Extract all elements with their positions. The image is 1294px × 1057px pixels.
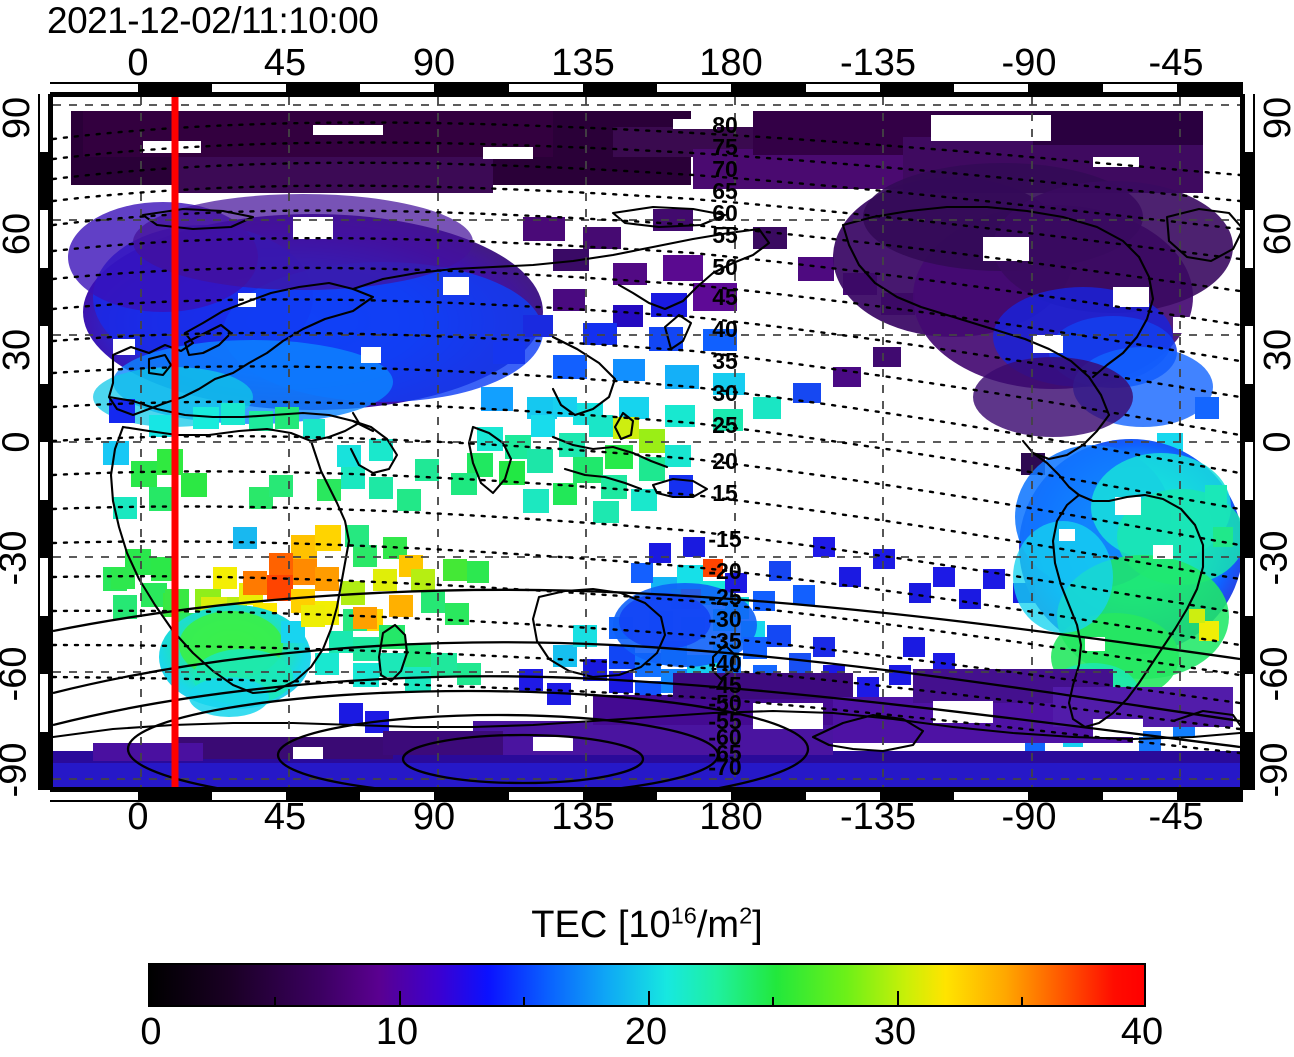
svg-text:30: 30 <box>712 380 738 406</box>
svg-text:-25: -25 <box>708 584 741 610</box>
svg-text:-40: -40 <box>708 650 741 676</box>
svg-text:40: 40 <box>712 316 738 342</box>
colorbar-title-tail: /m <box>696 904 740 946</box>
svg-text:-30: -30 <box>708 606 741 632</box>
svg-text:65: 65 <box>712 178 738 204</box>
y-tick-label-left-5: -60 <box>0 646 35 702</box>
svg-text:80: 80 <box>712 112 738 138</box>
y-tick-label-right-5: -60 <box>1253 646 1294 702</box>
y-tick-label-left-6: -90 <box>0 742 35 798</box>
colorbar-tick-0 <box>150 991 152 1005</box>
svg-text:35: 35 <box>712 348 738 374</box>
svg-text:-55: -55 <box>708 708 741 734</box>
x-tick-label-top-6: -90 <box>1001 42 1057 84</box>
x-tick-label-top-7: -45 <box>1148 42 1204 84</box>
polar-contours <box>53 588 1240 787</box>
svg-text:60: 60 <box>712 200 738 226</box>
svg-text:20: 20 <box>712 448 738 474</box>
y-tick-label-right-2: 30 <box>1257 328 1294 372</box>
colorbar-tick-10 <box>399 991 401 1005</box>
geographic-grid <box>53 97 1240 787</box>
svg-text:-50: -50 <box>708 690 741 716</box>
tec-patch-north-america <box>833 163 1233 487</box>
x-tick-label-bottom-1: 45 <box>263 796 307 838</box>
colorbar-title-text: TEC [10 <box>531 904 671 946</box>
colorbar-tick-25 <box>772 997 774 1005</box>
svg-text:50: 50 <box>712 254 738 280</box>
svg-text:55: 55 <box>712 222 738 248</box>
x-tick-label-bottom-5: -135 <box>839 796 917 838</box>
colorbar-tick-15 <box>523 997 525 1005</box>
colorbar-label-10: 10 <box>375 1011 419 1053</box>
colorbar-tick-40 <box>1144 991 1146 1005</box>
y-tick-label-left-0: 90 <box>0 96 39 140</box>
colorbar-label-0: 0 <box>140 1011 162 1053</box>
y-tick-label-left-1: 60 <box>0 212 39 256</box>
x-tick-label-bottom-0: 0 <box>127 796 149 838</box>
tec-patch-eurasia <box>68 194 543 439</box>
y-tick-label-left-2: 30 <box>0 328 39 372</box>
x-tick-label-bottom-7: -45 <box>1148 796 1204 838</box>
colorbar-tick-20 <box>648 991 650 1005</box>
colorbar-title-close: ] <box>752 904 763 946</box>
tec-patch-madagascar <box>281 605 481 691</box>
svg-text:-65: -65 <box>708 740 741 766</box>
y-tick-label-left-3: 0 <box>0 431 38 452</box>
colorbar-tick-35 <box>1021 997 1023 1005</box>
x-tick-label-top-4: 180 <box>699 42 763 84</box>
geomagnetic-contours <box>53 121 1240 755</box>
colorbar[interactable] <box>148 963 1146 1007</box>
x-tick-label-top-5: -135 <box>839 42 917 84</box>
svg-text:-35: -35 <box>708 628 741 654</box>
colorbar-label-30: 30 <box>873 1011 917 1053</box>
svg-text:25: 25 <box>712 412 738 438</box>
y-tick-label-right-6: -90 <box>1253 742 1294 798</box>
tec-patch-antarctica <box>53 669 1240 787</box>
y-tick-label-left-4: -30 <box>0 530 35 586</box>
tec-patch-asia <box>481 209 915 431</box>
svg-text:-20: -20 <box>708 558 741 584</box>
svg-text:-70: -70 <box>708 754 741 780</box>
colorbar-tick-30 <box>897 991 899 1005</box>
svg-text:70: 70 <box>712 156 738 182</box>
x-tick-label-bottom-6: -90 <box>1001 796 1057 838</box>
y-tick-label-right-0: 90 <box>1257 96 1294 140</box>
tec-map-plot[interactable]: 80 75 70 65 60 55 50 45 40 35 30 25 20 1… <box>50 94 1243 790</box>
x-tick-label-bottom-2: 90 <box>412 796 456 838</box>
page-title: 2021-12-02/11:10:00 <box>47 0 379 41</box>
y-tick-label-right-1: 60 <box>1257 212 1294 256</box>
svg-text:-15: -15 <box>708 526 741 552</box>
x-tick-label-top-0: 0 <box>127 42 149 84</box>
svg-text:75: 75 <box>712 134 738 160</box>
x-tick-label-top-1: 45 <box>263 42 307 84</box>
svg-text:45: 45 <box>712 284 738 310</box>
x-tick-label-top-2: 90 <box>412 42 456 84</box>
colorbar-title-tail-exponent: 2 <box>739 902 753 929</box>
svg-text:-60: -60 <box>708 724 741 750</box>
x-axis-bottom: 0 45 90 135 180 -135 -90 -45 <box>0 798 1294 840</box>
colorbar-label-40: 40 <box>1120 1011 1164 1053</box>
x-tick-label-bottom-4: 180 <box>699 796 763 838</box>
colorbar-title: TEC [1016/m2] <box>531 902 763 946</box>
svg-text:15: 15 <box>712 480 738 506</box>
map-svg: 80 75 70 65 60 55 50 45 40 35 30 25 20 1… <box>53 97 1240 787</box>
svg-text:-45: -45 <box>708 672 741 698</box>
x-axis-top: 0 45 90 135 180 -135 -90 -45 <box>0 44 1294 86</box>
geomagnetic-contour-labels: 80 75 70 65 60 55 50 45 40 35 30 25 20 1… <box>708 112 741 780</box>
tec-patch-india-sea <box>451 397 693 523</box>
y-tick-label-right-4: -30 <box>1253 530 1294 586</box>
colorbar-tick-5 <box>274 997 276 1005</box>
colorbar-title-exponent: 16 <box>670 902 697 929</box>
colorbar-label-20: 20 <box>624 1011 668 1053</box>
y-tick-label-right-3: 0 <box>1257 431 1294 452</box>
x-tick-label-bottom-3: 135 <box>551 796 615 838</box>
x-tick-label-top-3: 135 <box>551 42 615 84</box>
